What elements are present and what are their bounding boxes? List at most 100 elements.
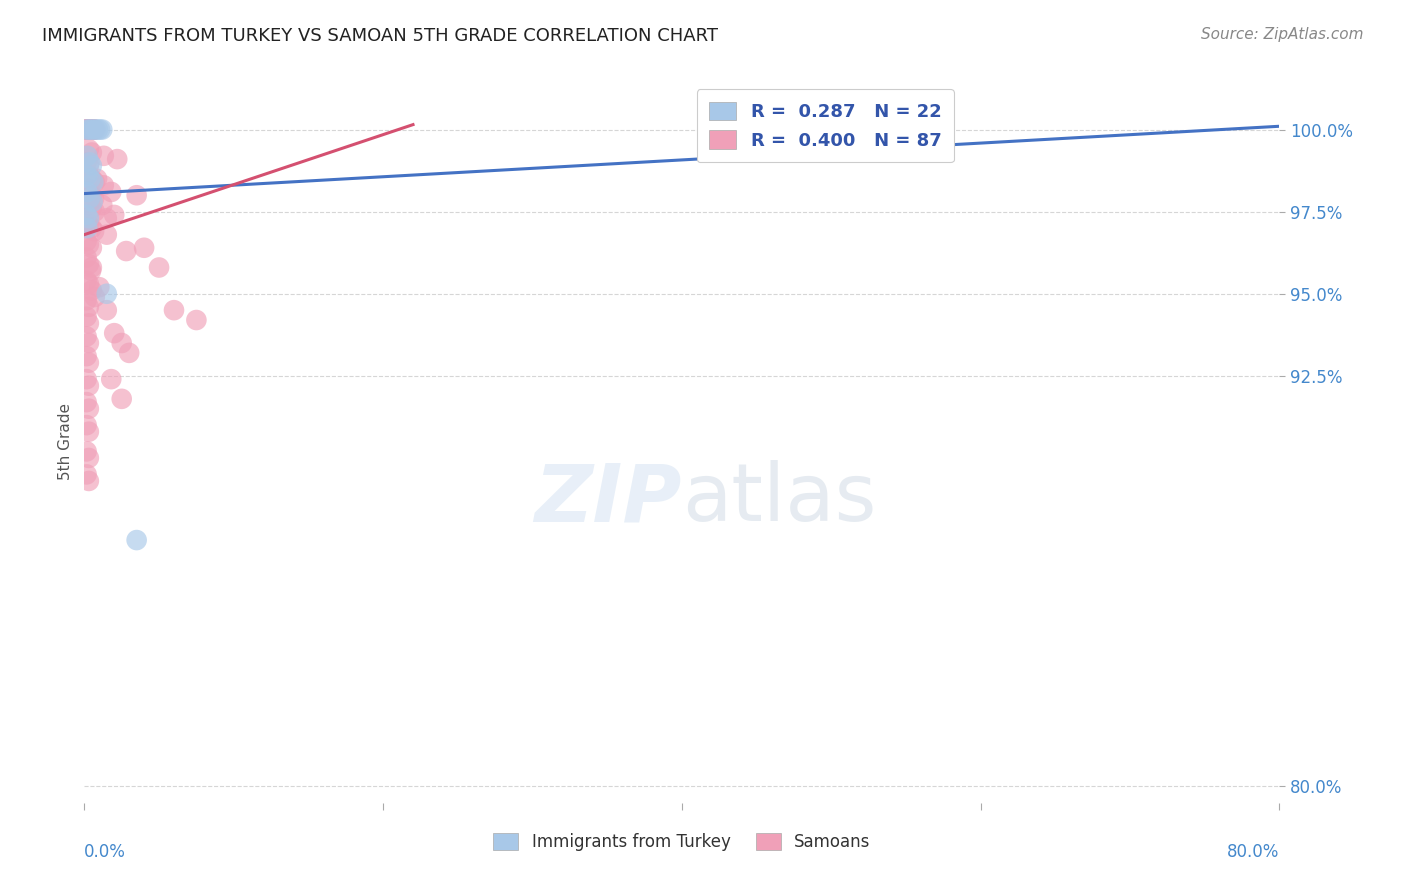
Point xyxy=(77,450,100,465)
Point xyxy=(80,122,103,136)
Point xyxy=(103,208,125,222)
Point xyxy=(83,204,105,219)
Point xyxy=(76,293,98,308)
Point xyxy=(91,122,114,136)
Point xyxy=(80,145,103,160)
Point xyxy=(80,221,103,235)
Point xyxy=(82,194,104,209)
Point xyxy=(89,122,111,136)
Point xyxy=(76,122,98,136)
Point xyxy=(77,356,100,370)
Point xyxy=(80,122,103,136)
Point xyxy=(163,303,186,318)
Point xyxy=(96,303,118,318)
Point xyxy=(83,122,105,136)
Point xyxy=(77,218,100,232)
Point xyxy=(91,198,114,212)
Point xyxy=(77,142,100,156)
Point xyxy=(77,300,100,314)
Point xyxy=(82,122,104,136)
Point xyxy=(82,122,104,136)
Point xyxy=(76,149,98,163)
Point xyxy=(79,122,101,136)
Text: Source: ZipAtlas.com: Source: ZipAtlas.com xyxy=(1201,27,1364,42)
Point xyxy=(100,372,122,386)
Point xyxy=(111,336,134,351)
Point xyxy=(76,310,98,324)
Point xyxy=(77,316,100,330)
Point xyxy=(76,155,98,169)
Text: 0.0%: 0.0% xyxy=(84,843,127,861)
Point xyxy=(84,122,107,136)
Point xyxy=(96,227,118,242)
Point xyxy=(77,237,100,252)
Point xyxy=(77,198,100,212)
Point xyxy=(76,182,98,196)
Point xyxy=(77,159,100,173)
Text: IMMIGRANTS FROM TURKEY VS SAMOAN 5TH GRADE CORRELATION CHART: IMMIGRANTS FROM TURKEY VS SAMOAN 5TH GRA… xyxy=(42,27,718,45)
Point xyxy=(77,277,100,291)
Point xyxy=(82,175,104,189)
Point xyxy=(76,418,98,433)
Point xyxy=(79,122,101,136)
Point xyxy=(80,264,103,278)
Point xyxy=(80,284,103,298)
Point xyxy=(105,152,128,166)
Text: 80.0%: 80.0% xyxy=(1227,843,1279,861)
Point xyxy=(103,326,125,341)
Point xyxy=(80,202,103,216)
Text: atlas: atlas xyxy=(682,460,876,539)
Point xyxy=(77,122,100,136)
Point xyxy=(80,159,103,173)
Point xyxy=(76,349,98,363)
Point xyxy=(77,257,100,271)
Point xyxy=(76,208,98,222)
Point xyxy=(83,290,105,304)
Point xyxy=(77,336,100,351)
Point xyxy=(77,378,100,392)
Point xyxy=(96,286,118,301)
Point xyxy=(76,444,98,458)
Y-axis label: 5th Grade: 5th Grade xyxy=(58,403,73,480)
Point xyxy=(80,260,103,275)
Point xyxy=(111,392,134,406)
Point xyxy=(76,185,98,199)
Point xyxy=(76,122,98,136)
Point xyxy=(82,122,104,136)
Point xyxy=(76,169,98,183)
Point xyxy=(80,241,103,255)
Point xyxy=(75,122,97,136)
Point xyxy=(76,372,98,386)
Point xyxy=(186,313,208,327)
Point xyxy=(83,175,105,189)
Point xyxy=(76,274,98,288)
Point xyxy=(83,122,105,136)
Point xyxy=(77,401,100,416)
Point xyxy=(93,149,115,163)
Point xyxy=(76,221,98,235)
Point xyxy=(100,185,122,199)
Point xyxy=(87,122,110,136)
Legend: Immigrants from Turkey, Samoans: Immigrants from Turkey, Samoans xyxy=(485,825,879,860)
Point xyxy=(148,260,170,275)
Point xyxy=(76,122,98,136)
Point xyxy=(86,171,108,186)
Point xyxy=(76,214,98,228)
Point xyxy=(77,122,100,136)
Point xyxy=(125,533,148,547)
Point xyxy=(75,122,97,136)
Point xyxy=(118,346,141,360)
Point xyxy=(79,155,101,169)
Point xyxy=(125,188,148,202)
Point xyxy=(79,171,101,186)
Point xyxy=(76,329,98,343)
Point xyxy=(93,178,115,193)
Point xyxy=(83,192,105,206)
Point xyxy=(83,224,105,238)
Point xyxy=(77,474,100,488)
Point xyxy=(76,234,98,248)
Point xyxy=(77,169,100,183)
Point xyxy=(77,211,100,226)
Point xyxy=(77,122,100,136)
Text: ZIP: ZIP xyxy=(534,460,682,539)
